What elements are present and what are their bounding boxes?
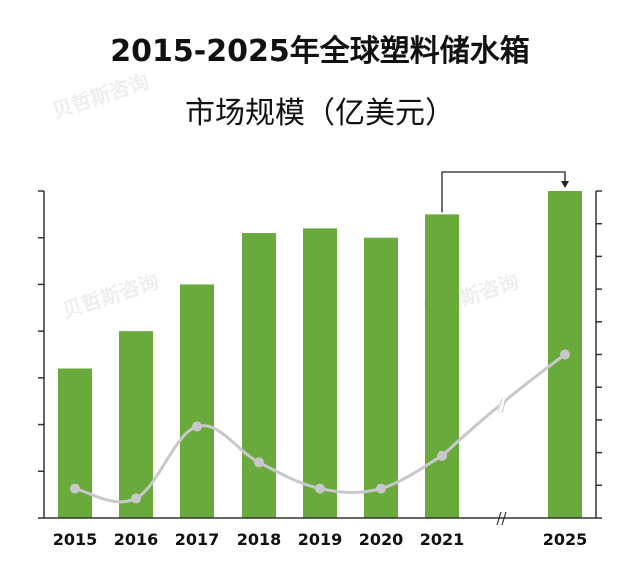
arrow-head-icon [561, 181, 569, 188]
line-point-2021 [437, 450, 447, 461]
line-point-2025 [560, 349, 570, 360]
bar-2019 [303, 228, 337, 518]
line-point-2015 [70, 483, 80, 494]
x-tick-label: 2021 [420, 530, 465, 549]
line-point-2018 [254, 457, 264, 468]
axis-break-icon [501, 511, 507, 526]
line-break-icon [497, 397, 503, 413]
line-point-2020 [376, 483, 386, 494]
axis-break-icon [496, 511, 502, 526]
chart-title-line1: 2015-2025年全球塑料储水箱 [110, 34, 530, 69]
line-point-2016 [131, 493, 141, 504]
bar-2015 [58, 368, 92, 518]
bar-2020 [364, 237, 398, 518]
line-point-2019 [315, 483, 325, 494]
x-tick-label: 2020 [359, 530, 404, 549]
x-tick-label: 2019 [298, 530, 343, 549]
chart-title-line2: 市场规模（亿美元） [185, 96, 455, 131]
x-tick-label: 2016 [114, 530, 159, 549]
x-tick-label: 2025 [543, 530, 588, 549]
bar-2018 [242, 233, 276, 519]
x-tick-label: 2017 [175, 530, 220, 549]
line-break-gap [497, 397, 505, 413]
x-tick-label: 2018 [237, 530, 282, 549]
bar-2017 [180, 284, 214, 518]
x-tick-label: 2015 [53, 530, 98, 549]
line-point-2017 [192, 421, 202, 432]
bar-2021 [425, 214, 459, 518]
annotation-arrow [441, 171, 566, 213]
line-break-icon [501, 398, 507, 414]
